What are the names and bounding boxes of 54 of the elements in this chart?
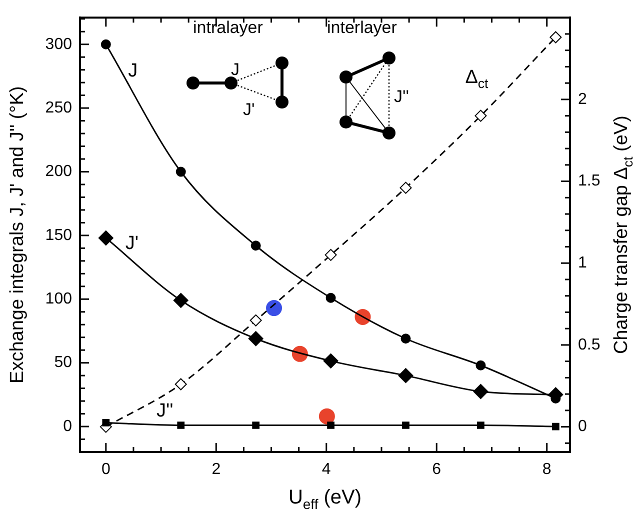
x-tick-label: 8 [542, 461, 552, 478]
point [248, 331, 264, 346]
y2-tick-label: 2 [578, 90, 587, 108]
y-tick-label: 0 [63, 418, 72, 435]
annotation: intralayer [193, 18, 263, 38]
point [176, 166, 186, 177]
y2-tick-label: 1.5 [578, 172, 600, 190]
point [476, 360, 486, 370]
point [398, 368, 414, 384]
y-tick-label: 50 [54, 354, 72, 372]
point [323, 353, 338, 368]
point [324, 248, 337, 261]
point [477, 422, 484, 429]
point [402, 422, 410, 429]
point [400, 334, 411, 344]
point [102, 419, 110, 426]
point [252, 422, 260, 429]
point [250, 314, 262, 326]
y-tick-label: 100 [45, 290, 72, 308]
series-label: J'' [156, 400, 174, 422]
annotation: J [231, 60, 240, 80]
y-tick-label: 200 [45, 163, 72, 180]
point [326, 292, 336, 303]
annotation: J'' [394, 87, 409, 107]
point [98, 230, 114, 246]
point [327, 422, 334, 429]
x-tick-label: 0 [101, 461, 110, 478]
y2-axis-title: Charge transfer gap Δct (eV) [611, 116, 636, 354]
x-tick-label: 6 [432, 461, 442, 478]
x-tick-label: 2 [212, 461, 221, 478]
point [318, 408, 335, 424]
y2-tick-label: 0.5 [578, 336, 600, 354]
x-tick-label: 4 [322, 461, 331, 478]
series-label: J' [125, 233, 138, 254]
y-axis-title: Exchange integrals J, J' and J'' (°K) [7, 86, 28, 384]
point [266, 300, 282, 316]
point [473, 384, 488, 399]
point [177, 422, 185, 429]
point [552, 422, 560, 430]
point [100, 39, 111, 50]
y2-tick-label: 0 [578, 418, 587, 436]
point [250, 240, 261, 251]
point [474, 110, 487, 122]
point [550, 31, 562, 44]
y2-tick-label: 1 [578, 254, 587, 272]
y-tick-label: 300 [45, 36, 72, 53]
annotation: J' [243, 100, 255, 120]
point [400, 182, 412, 194]
y-tick-label: 150 [45, 226, 72, 244]
annotation: interlayer [327, 18, 397, 38]
point [174, 378, 187, 390]
series-label: J [128, 60, 138, 82]
y-tick-label: 250 [45, 99, 72, 116]
point [173, 292, 188, 308]
